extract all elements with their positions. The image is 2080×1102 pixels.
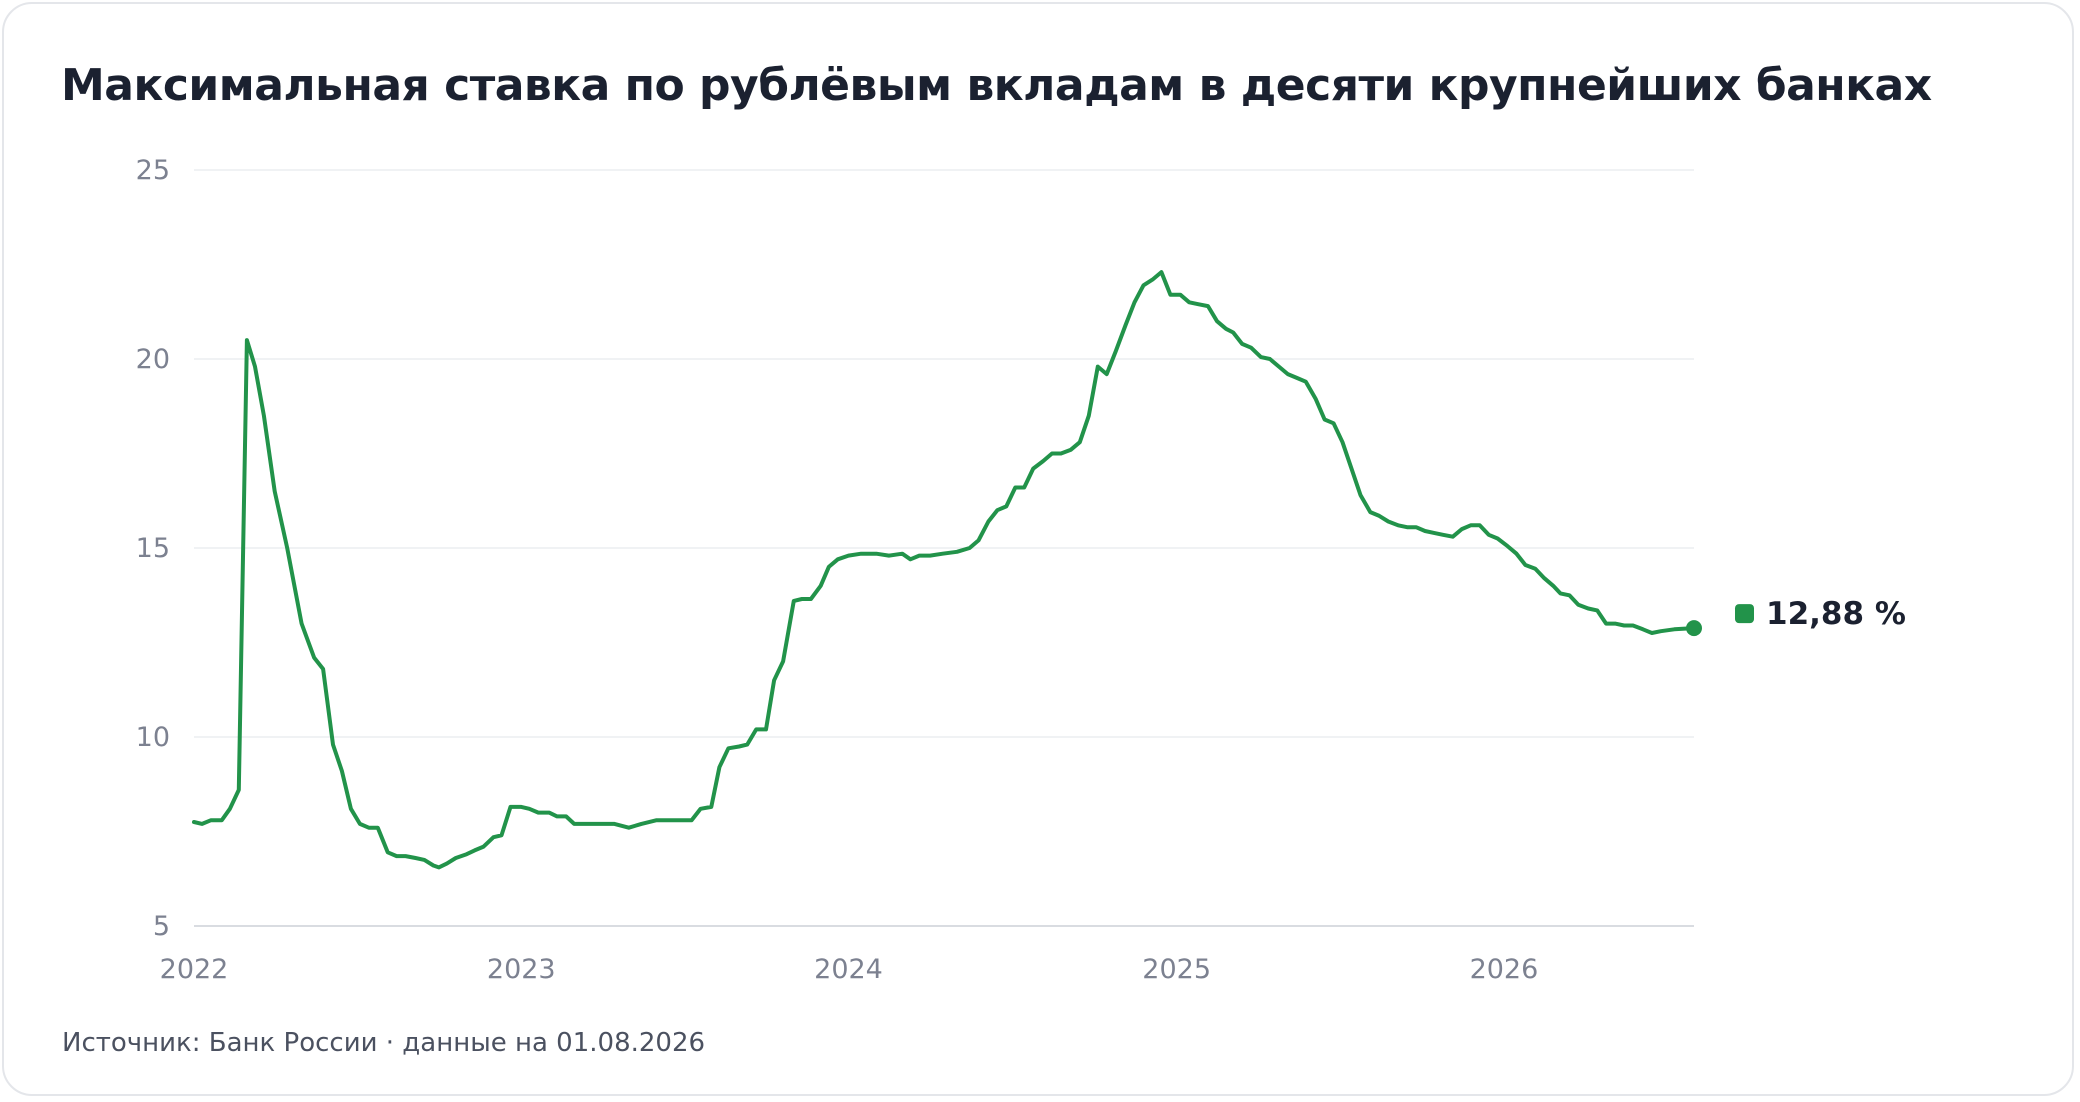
gridlines: [194, 169, 1694, 927]
x-tick-label: 2025: [1142, 954, 1211, 985]
x-tick-label: 2026: [1470, 954, 1539, 985]
last-value-label: 12,88 %: [1766, 596, 1906, 632]
y-tick-label: 5: [153, 911, 170, 942]
last-point-marker: [1686, 620, 1702, 637]
y-tick-label: 15: [136, 533, 170, 564]
x-tick-label: 2024: [814, 954, 883, 985]
series-line: [192, 270, 1696, 870]
y-axis-ticks: 5 10 15 20 25: [136, 155, 170, 942]
last-value-swatch: [1735, 604, 1754, 624]
x-tick-label: 2022: [160, 954, 229, 985]
x-tick-label: 2023: [487, 954, 556, 985]
source-note: Источник: Банк России · данные на 01.08.…: [62, 1028, 706, 1058]
x-axis-ticks: 2022 2023 2024 2025 2026: [160, 954, 1539, 985]
y-tick-label: 20: [136, 344, 170, 375]
y-tick-label: 10: [136, 722, 170, 753]
y-tick-label: 25: [136, 155, 170, 186]
chart-title: Максимальная ставка по рублёвым вкладам …: [61, 60, 1932, 111]
